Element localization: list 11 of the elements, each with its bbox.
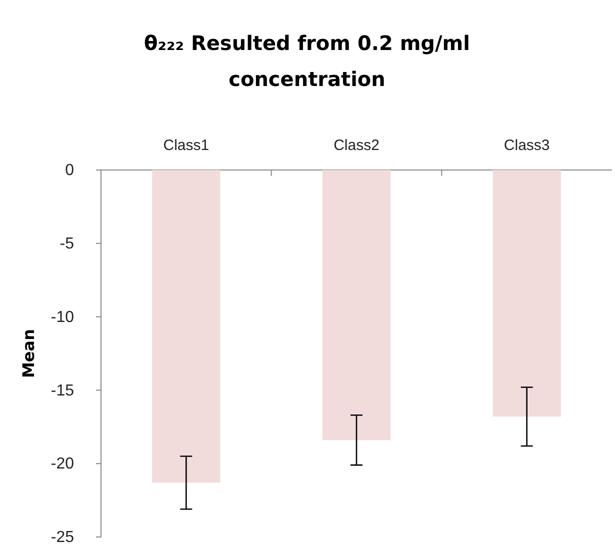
y-tick-label: -5 — [60, 236, 74, 253]
y-tick-label: -25 — [50, 529, 74, 546]
y-tick-label: 0 — [65, 162, 74, 180]
y-tick-label: -15 — [50, 382, 74, 400]
y-axis-title: Mean — [19, 329, 38, 378]
x-tick-label: Class2 — [334, 137, 380, 154]
chart-title: θ₂₂₂ Resulted from 0.2 mg/ml concentration — [144, 31, 470, 91]
y-tick-label: -10 — [50, 308, 74, 326]
x-tick-label: Class1 — [163, 137, 210, 154]
y-tick-label: -20 — [50, 456, 74, 473]
x-tick-label: Class3 — [504, 137, 550, 154]
